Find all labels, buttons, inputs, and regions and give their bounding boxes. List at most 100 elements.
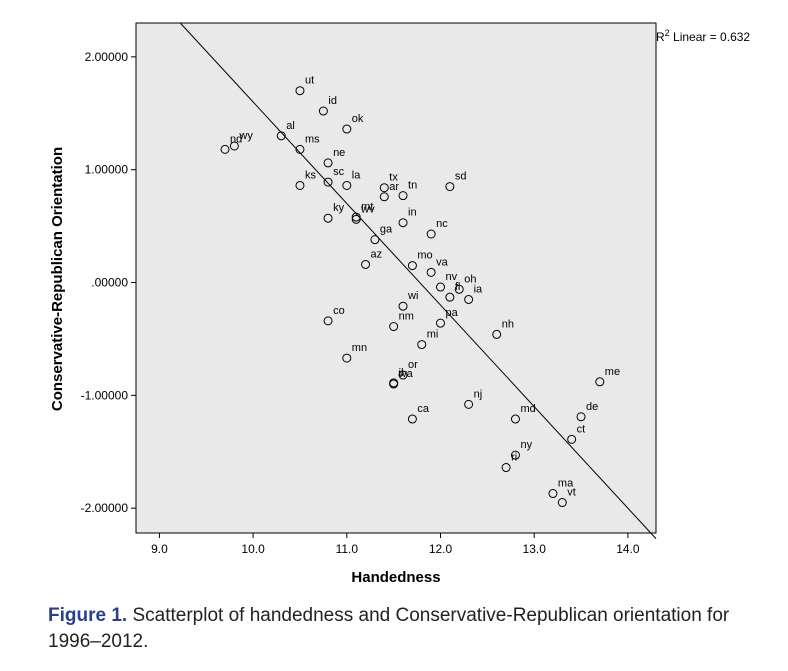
point-ma <box>548 489 558 499</box>
point-label-nj: nj <box>474 388 483 400</box>
point-ny <box>510 450 520 460</box>
point-nd <box>220 144 230 154</box>
point-label-ca: ca <box>417 403 430 415</box>
point-vt <box>557 498 567 508</box>
point-label-vt: vt <box>567 487 576 499</box>
x-tick-label: 9.0 <box>151 542 168 556</box>
point-label-va: va <box>436 256 449 268</box>
point-label-ks: ks <box>305 169 317 181</box>
point-label-il: il <box>399 367 404 379</box>
point-label-ny: ny <box>520 439 532 451</box>
point-label-al: al <box>286 120 295 132</box>
x-tick-label: 10.0 <box>241 542 265 556</box>
point-ar <box>379 192 389 202</box>
point-mi <box>417 340 427 350</box>
point-label-ga: ga <box>380 224 393 236</box>
point-wi <box>398 301 408 311</box>
point-ok <box>342 124 352 134</box>
point-label-wi: wi <box>407 290 418 302</box>
point-mn <box>342 353 352 363</box>
point-label-tx: tx <box>389 172 398 184</box>
point-wy <box>229 141 239 151</box>
point-label-ri: ri <box>511 452 517 464</box>
point-nj <box>464 399 474 409</box>
r-squared-base: R <box>656 30 665 44</box>
point-sd <box>445 182 455 192</box>
point-label-wv: wv <box>360 203 375 215</box>
point-label-tn: tn <box>408 180 417 192</box>
point-label-nm: nm <box>399 311 414 323</box>
point-label-la: la <box>352 169 361 181</box>
y-tick-label: 1.00000 <box>85 163 129 177</box>
point-label-md: md <box>520 403 535 415</box>
point-ms <box>295 144 305 154</box>
x-tick-label: 11.0 <box>336 542 359 556</box>
point-label-ms: ms <box>305 133 320 145</box>
x-tick-label: 14.0 <box>616 542 640 556</box>
point-label-co: co <box>333 305 345 317</box>
point-label-id: id <box>328 95 337 107</box>
point-va <box>426 267 436 277</box>
y-tick-label: -2.00000 <box>81 501 129 515</box>
point-label-nv: nv <box>446 271 458 283</box>
point-la <box>342 180 352 190</box>
point-pa <box>436 318 446 328</box>
point-label-or: or <box>408 359 418 371</box>
point-mt <box>351 212 361 222</box>
point-nc <box>426 229 436 239</box>
point-de <box>576 412 586 422</box>
y-axis-title: Conservative-Republican Orientation <box>49 147 66 411</box>
point-ne <box>323 158 333 168</box>
caption-text: Scatterplot of handedness and Conservati… <box>48 605 730 652</box>
r-squared-superscript: 2 <box>665 28 670 38</box>
point-me <box>595 377 605 387</box>
caption-label: Figure 1. <box>48 605 128 626</box>
point-nm <box>389 322 399 332</box>
point-oh <box>454 284 464 294</box>
point-ks <box>295 180 305 190</box>
x-axis-title: Handedness <box>351 569 440 586</box>
x-tick-label: 13.0 <box>523 542 547 556</box>
point-tn <box>398 191 408 201</box>
point-wv <box>351 214 361 224</box>
point-label-ut: ut <box>305 75 314 87</box>
figure-caption: Figure 1. Scatterplot of handedness and … <box>48 603 778 655</box>
point-ky <box>323 213 333 223</box>
point-ri <box>501 463 511 473</box>
point-label-wa: wa <box>398 368 414 380</box>
y-tick-label: 2.00000 <box>85 50 129 64</box>
point-label-sd: sd <box>455 171 467 183</box>
point-fl <box>445 292 455 302</box>
fit-line <box>179 22 657 539</box>
point-label-ma: ma <box>558 478 574 490</box>
point-mo <box>407 261 417 271</box>
point-label-de: de <box>586 401 598 413</box>
point-wa <box>389 379 399 389</box>
x-tick-label: 12.0 <box>429 542 453 556</box>
y-tick-label: .00000 <box>91 276 128 290</box>
point-label-in: in <box>408 207 417 219</box>
point-label-mn: mn <box>352 342 367 354</box>
point-label-ok: ok <box>352 113 364 125</box>
r-squared-value: Linear = 0.632 <box>670 30 751 44</box>
point-sc <box>323 177 333 187</box>
point-label-ne: ne <box>333 147 345 159</box>
point-ct <box>567 434 577 444</box>
point-label-ia: ia <box>474 283 483 295</box>
point-label-ar: ar <box>389 181 399 193</box>
point-label-mt: mt <box>361 201 373 213</box>
point-ca <box>407 414 417 424</box>
point-label-ct: ct <box>577 423 586 435</box>
point-nv <box>436 282 446 292</box>
point-co <box>323 316 333 326</box>
point-md <box>510 414 520 424</box>
point-label-nc: nc <box>436 218 448 230</box>
point-label-fl: fl <box>455 281 461 293</box>
point-ga <box>370 235 380 245</box>
point-id <box>318 106 328 116</box>
point-nh <box>492 329 502 339</box>
point-label-sc: sc <box>333 166 345 178</box>
point-label-wy: wy <box>238 130 253 142</box>
point-or <box>398 370 408 380</box>
